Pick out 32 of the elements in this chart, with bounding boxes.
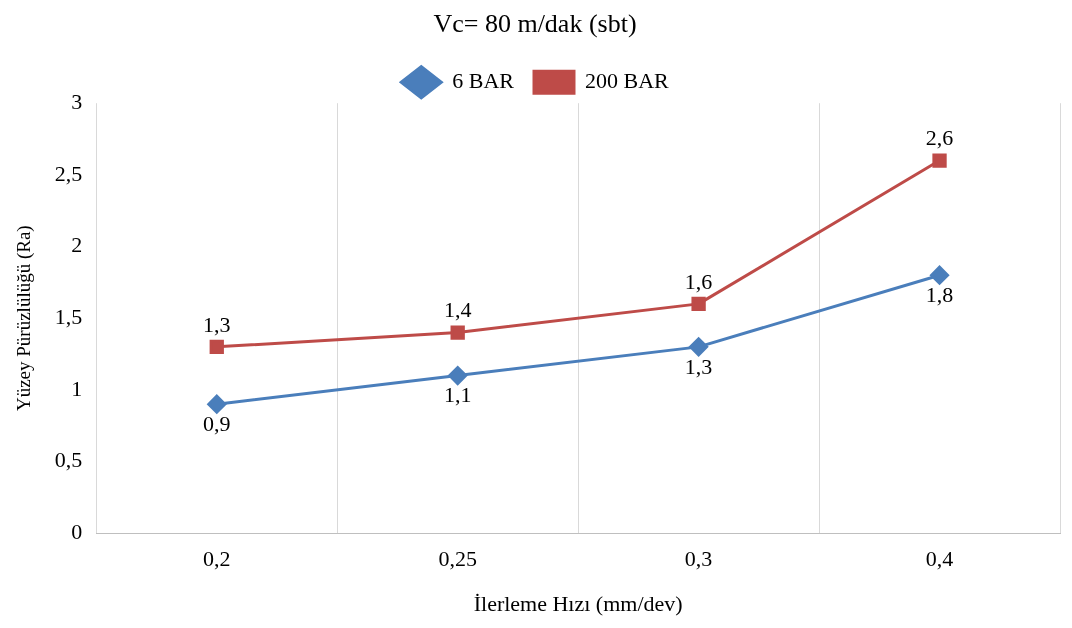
data-label: 1,3 (684, 353, 713, 379)
y-tick-label: 0 (71, 518, 83, 544)
data-label: 1,3 (203, 311, 231, 337)
data-label: 1,8 (925, 281, 954, 307)
y-tick-label: 1 (71, 375, 83, 401)
data-label: 1,4 (443, 297, 472, 323)
point (691, 296, 706, 312)
y-tick-label: 2,5 (54, 160, 83, 186)
y-tick-label: 2 (71, 232, 83, 258)
data-label: 1,1 (443, 382, 472, 408)
legend-label: 6 BAR (452, 67, 515, 93)
x-tick-label: 0,3 (684, 546, 713, 572)
point (930, 265, 950, 285)
point (209, 339, 224, 355)
point (448, 366, 468, 386)
x-tick-label: 0,4 (925, 546, 954, 572)
data-label: 1,6 (684, 268, 713, 294)
data-label: 2,6 (925, 125, 954, 151)
data-label: 0,9 (203, 410, 231, 436)
y-axis-title: Yüzey Pürüzlülüğü (Ra) (13, 225, 36, 412)
y-tick-label: 0,5 (54, 447, 83, 473)
x-tick-label: 0,2 (203, 546, 231, 572)
x-axis-title: İlerleme Hızı (mm/dev) (473, 590, 683, 616)
point (450, 325, 465, 340)
point (689, 337, 709, 357)
x-tick-label: 0,25 (438, 546, 477, 572)
y-tick-label: 1,5 (54, 303, 83, 329)
y-tick-label: 3 (71, 88, 83, 114)
legend-label: 200 BAR (585, 67, 670, 93)
point (207, 394, 227, 414)
chart-title: Vc= 80 m/dak (sbt) (433, 9, 637, 39)
point (932, 153, 947, 168)
